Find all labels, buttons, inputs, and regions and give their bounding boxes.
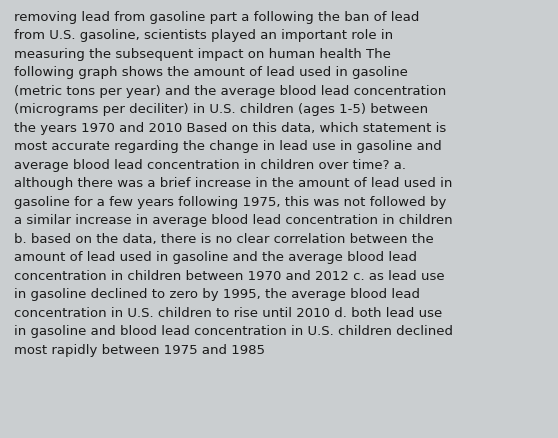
Text: removing lead from gasoline part a following the ban of lead
from U.S. gasoline,: removing lead from gasoline part a follo… [14, 11, 453, 356]
